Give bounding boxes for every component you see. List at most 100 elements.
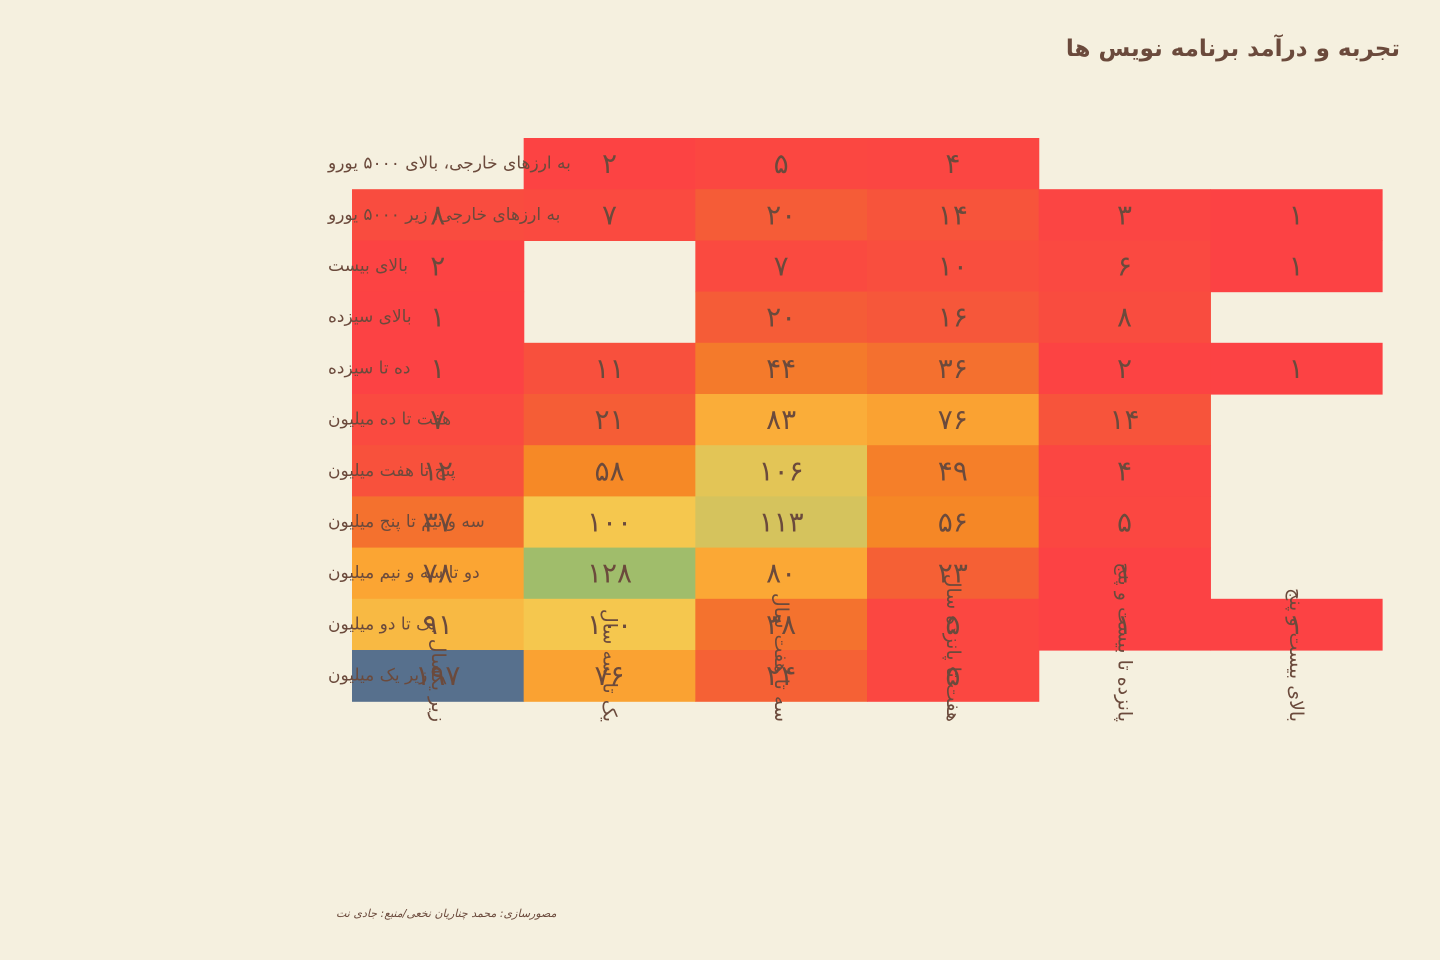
cell-value-label: ۱ [430, 301, 445, 334]
cell-value-label: ۸ [430, 198, 445, 231]
heatmap-cells [352, 138, 1383, 702]
cell-value-label: ۶ [1117, 250, 1132, 283]
heatmap-cell [695, 547, 868, 600]
cell-values: ۲ ۵ ۴۸ ۷ ۲۰ ۱۴ ۳ ۱۲ ۷ ۱۰ ۶ ۱۱ ۲۰ ۱۶ ۸۱ ۱۱ ۴۴ ۳۶ ۲ ۱۷ ۲۱ ۸۳ ۷۶ ۱… [415, 147, 1303, 692]
heatmap-cell [352, 445, 525, 497]
heatmap-cell [695, 240, 868, 293]
cell-value-label: ۷۸ [423, 557, 453, 590]
row-label: زیر یک میلیون [328, 666, 427, 686]
cell-value-label: ۷ [774, 250, 789, 283]
heatmap-cell [352, 189, 525, 241]
cell-value-label: ۲ [430, 250, 445, 283]
cell-value-label: ۱۴ [1109, 403, 1139, 436]
cell-value-label: ۵ [945, 659, 960, 692]
heatmap-cell [1210, 342, 1383, 395]
cell-value-label: ۴۴ [766, 352, 796, 385]
heatmap-cell [1038, 291, 1211, 344]
cell-value-label: ۲۳ [938, 557, 968, 590]
row-labels: به ارزهای خارجی، بالای ۵۰۰۰ یورو به ارزها… [327, 154, 571, 686]
row-label: ده تا سیزده [328, 358, 410, 378]
column-label: بالای بیست و پنج [1285, 588, 1307, 722]
heatmap-cell [867, 189, 1040, 241]
cell-value-label: ۳۷ [423, 506, 453, 539]
cell-value-label: ۱۰۰ [587, 506, 632, 539]
heatmap-cell [1038, 394, 1211, 446]
heatmap-cell [352, 394, 525, 446]
heatmap-cell [352, 342, 525, 395]
column-label: یک تا سه سال [599, 609, 621, 722]
cell-value-label: ۵ [774, 147, 789, 180]
column-label: هفت تا پانزده سال [942, 574, 964, 722]
cell-value-label: ۲۰ [766, 301, 796, 334]
row-label: بالای بیست [328, 256, 408, 276]
cell-value-label: ۲۴ [766, 659, 796, 692]
heatmap-cell [867, 547, 1040, 600]
heatmap-cell [352, 650, 525, 702]
heatmap-cell [523, 342, 696, 395]
cell-value-label: ۱ [1289, 250, 1304, 283]
heatmap-cell [1038, 240, 1211, 293]
heatmap-cell [867, 394, 1040, 446]
heatmap-cell [867, 445, 1040, 497]
heatmap-cell [1038, 547, 1211, 600]
heatmap-cell [352, 496, 525, 549]
cell-value-label: ۱۲۸ [587, 557, 632, 590]
heatmap-cell [867, 650, 1040, 702]
cell-value-label: ۵۶ [938, 506, 968, 539]
heatmap-cell [352, 547, 525, 600]
cell-value-label: ۵۸ [594, 454, 624, 487]
column-label: سه تا هفت سال [770, 593, 792, 722]
heatmap-cell [695, 650, 868, 702]
cell-value-label: ۷ [602, 198, 617, 231]
cell-value-label: ۱ [430, 352, 445, 385]
row-label: به ارزهای خارجی، زیر ۵۰۰۰ یورو [327, 205, 560, 225]
heatmap-cell [695, 445, 868, 497]
row-label: دو تا سه و نیم میلیون [328, 563, 480, 583]
heatmap-cell [523, 650, 696, 702]
cell-value-label: ۸۰ [766, 557, 796, 590]
heatmap-cell [695, 291, 868, 344]
credit-text: مصورسازی: محمد چناریان نخعی/منبع: جادی ن… [336, 907, 557, 920]
cell-value-label: ۵ [1117, 506, 1132, 539]
row-label: بالای سیزده [328, 307, 412, 327]
heatmap-cell [867, 138, 1040, 190]
row-label: یک تا دو میلیون [328, 614, 436, 634]
heatmap-cell [523, 598, 696, 651]
cell-value-label: ۱۰۶ [759, 454, 804, 487]
heatmap-cell [867, 240, 1040, 293]
cell-value-label: ۷۶ [594, 659, 624, 692]
heatmap-cell [695, 138, 868, 190]
heatmap-cell [1038, 342, 1211, 395]
cell-value-label: ۱۹۷ [415, 659, 460, 692]
cell-value-label: ۲۱ [594, 403, 624, 436]
cell-value-label: ۷۶ [938, 403, 968, 436]
cell-value-label: ۵ [945, 608, 960, 641]
cell-value-label: ۱۶ [938, 301, 968, 334]
cell-value-label: ۸ [1117, 301, 1132, 334]
heatmap-cell [695, 189, 868, 241]
heatmap-cell [1038, 189, 1211, 241]
heatmap-cell [695, 394, 868, 446]
cell-value-label: ۱ [1289, 198, 1304, 231]
cell-value-label: ۱ [1117, 557, 1132, 590]
heatmap-cell [867, 291, 1040, 344]
heatmap-cell [867, 342, 1040, 395]
row-label: سه و نیم تا پنج میلیون [328, 512, 485, 532]
row-label: پنج تا هفت میلیون [328, 461, 456, 481]
heatmap-cell [523, 138, 696, 190]
heatmap-cell [352, 240, 525, 293]
cell-value-label: ۸۳ [766, 403, 796, 436]
cell-value-label: ۱۰۰ [587, 608, 632, 641]
cell-value-label: ۲۰ [766, 198, 796, 231]
heatmap-cell [1210, 240, 1383, 293]
cell-value-label: ۲ [602, 147, 617, 180]
cell-value-label: ۳۶ [938, 352, 968, 385]
heatmap-cell [523, 394, 696, 446]
column-labels: زیر یکسال یک تا سه سال سه تا هفت سال هفت تا… [427, 562, 1307, 722]
cell-value-label: ۷ [430, 403, 445, 436]
cell-value-label: ۹۱ [423, 608, 453, 641]
heatmap-cell [867, 496, 1040, 549]
heatmap-cell [1038, 496, 1211, 549]
column-label: زیر یکسال [427, 639, 449, 722]
